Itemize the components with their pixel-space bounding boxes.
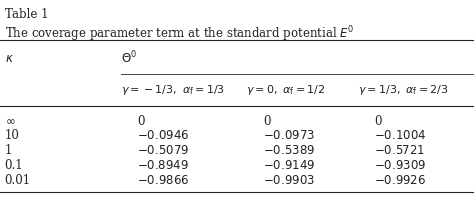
Text: $-0.9309$: $-0.9309$ [374,159,427,172]
Text: 10: 10 [5,129,19,142]
Text: $\Theta^{0}$: $\Theta^{0}$ [121,50,137,66]
Text: Table 1: Table 1 [5,8,48,21]
Text: $\infty$: $\infty$ [5,115,15,128]
Text: $-0.0973$: $-0.0973$ [263,129,315,142]
Text: 0: 0 [374,115,382,128]
Text: $-0.0946$: $-0.0946$ [137,129,190,142]
Text: $\gamma = 1/3,\ \alpha_{\mathrm{f}} = 2/3$: $\gamma = 1/3,\ \alpha_{\mathrm{f}} = 2/… [358,83,448,97]
Text: 0: 0 [263,115,271,128]
Text: $-0.9149$: $-0.9149$ [263,159,315,172]
Text: The coverage parameter term at the standard potential $E^{0}$: The coverage parameter term at the stand… [5,25,354,44]
Text: $-0.9866$: $-0.9866$ [137,174,190,187]
Text: $-0.5389$: $-0.5389$ [263,144,315,157]
Text: $-0.8949$: $-0.8949$ [137,159,189,172]
Text: $\kappa$: $\kappa$ [5,52,14,65]
Text: 1: 1 [5,144,12,157]
Text: $-0.9926$: $-0.9926$ [374,174,427,187]
Text: 0: 0 [137,115,145,128]
Text: 0.1: 0.1 [5,159,23,172]
Text: $\gamma = -1/3,\ \alpha_{\mathrm{f}} = 1/3$: $\gamma = -1/3,\ \alpha_{\mathrm{f}} = 1… [121,83,225,97]
Text: $-0.1004$: $-0.1004$ [374,129,427,142]
Text: $-0.9903$: $-0.9903$ [263,174,315,187]
Text: $-0.5079$: $-0.5079$ [137,144,190,157]
Text: $-0.5721$: $-0.5721$ [374,144,426,157]
Text: 0.01: 0.01 [5,174,31,187]
Text: $\gamma = 0,\ \alpha_{\mathrm{f}} = 1/2$: $\gamma = 0,\ \alpha_{\mathrm{f}} = 1/2$ [246,83,326,97]
